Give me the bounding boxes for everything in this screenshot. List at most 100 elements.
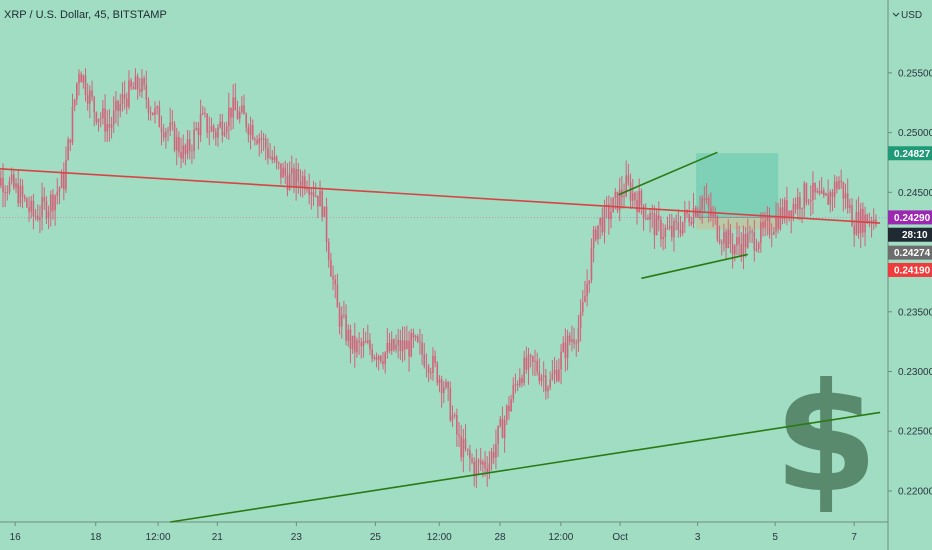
candle-body: [4, 192, 6, 194]
candle-body: [178, 136, 180, 153]
candle-body: [529, 355, 532, 357]
candle-body: [599, 217, 601, 226]
candle-body: [671, 226, 673, 238]
candle-body: [527, 355, 530, 370]
candle-body: [128, 80, 130, 107]
candle-body: [853, 226, 855, 235]
candle-body: [551, 374, 554, 380]
candle-body: [501, 418, 504, 438]
candle-body: [325, 206, 328, 243]
dollar-sign-icon: $: [774, 352, 878, 526]
candle-body: [738, 237, 740, 245]
candle-body: [464, 438, 467, 449]
candle-body: [117, 100, 119, 112]
candle-body: [642, 205, 645, 219]
time-tick-label: 21: [212, 532, 224, 543]
channel-lower[interactable]: [641, 253, 748, 280]
candle-body: [581, 301, 584, 313]
candle-body: [579, 312, 582, 328]
candle-body: [139, 89, 141, 92]
currency-selector[interactable]: USD: [892, 10, 922, 21]
candle-body: [460, 436, 462, 458]
candle-body: [82, 75, 85, 83]
countdown-price-tag: [888, 227, 932, 242]
candle-body: [397, 340, 399, 345]
price-tick-label: 0.23000: [898, 367, 932, 378]
candle-body: [65, 159, 67, 190]
candle-body: [857, 212, 860, 234]
candle-body: [568, 335, 571, 342]
candle-body: [188, 139, 191, 151]
candle-body: [425, 366, 428, 368]
candle-body: [851, 205, 853, 227]
candle-body: [10, 174, 13, 181]
candle-body: [573, 339, 575, 344]
candle-body: [862, 208, 864, 233]
dollar-sign-glyph: $: [774, 352, 878, 526]
candle-body: [714, 214, 717, 217]
candle-body: [327, 242, 330, 261]
target-zone[interactable]: [696, 153, 779, 218]
candle-body: [684, 210, 686, 222]
candle-body: [736, 237, 738, 246]
candle-body: [651, 213, 654, 215]
target-price-tag: [888, 146, 932, 161]
candle-body: [770, 234, 773, 236]
candle-body: [206, 113, 208, 133]
candle-body: [204, 112, 206, 114]
resistance-trendline[interactable]: [0, 167, 881, 224]
candle-body: [99, 117, 102, 119]
candle-body: [649, 213, 651, 220]
candle-body: [375, 356, 378, 360]
candle-body: [445, 382, 447, 388]
candle-body: [312, 192, 315, 197]
candle-body: [336, 284, 339, 308]
trend-lines[interactable]: [0, 151, 881, 523]
candle-body: [820, 190, 823, 194]
candle-body: [809, 199, 812, 202]
candle-body: [764, 220, 766, 228]
candle-body: [184, 145, 187, 155]
candle-body: [510, 399, 512, 412]
candle-body: [623, 196, 625, 198]
candle-body: [245, 114, 247, 128]
channel-upper[interactable]: [618, 151, 718, 196]
time-tick-label: 25: [370, 532, 382, 543]
candle-body: [167, 130, 169, 132]
candle-body: [353, 335, 356, 353]
time-tick-label: 12:00: [548, 532, 573, 543]
previous-price-label: 0.24274: [894, 248, 931, 259]
candle-body: [453, 415, 456, 417]
candle-body: [742, 233, 745, 256]
candle-body: [256, 140, 258, 144]
candle-body: [386, 342, 389, 353]
candle-body: [707, 198, 710, 208]
candle-body: [534, 360, 536, 362]
support-trendline[interactable]: [170, 411, 881, 523]
candle-body: [234, 97, 237, 111]
candle-body: [238, 112, 241, 119]
chart-title: XRP / U.S. Dollar, 45, BITSTAMP: [4, 9, 167, 21]
candle-body: [846, 193, 849, 208]
candle-body: [638, 191, 641, 212]
candle-body: [165, 131, 167, 138]
candle-body: [799, 197, 801, 210]
candle-body: [831, 191, 834, 197]
candle-body: [180, 152, 182, 159]
candle-body: [686, 210, 688, 214]
candle-body: [427, 367, 430, 373]
candle-body: [210, 126, 213, 132]
position-zones[interactable]: [0, 153, 888, 230]
candle-body: [514, 383, 517, 385]
candle-body: [720, 242, 723, 244]
stop-price-tag: [888, 262, 932, 277]
candle-series: [0, 68, 877, 488]
time-axis[interactable]: 16 18 12:00 21 23 25 12:00 28 12:00 Oct 3 5 7: [0, 521, 888, 543]
chevron-down-icon[interactable]: [892, 12, 900, 17]
candle-body: [280, 163, 282, 178]
candle-body: [438, 379, 441, 384]
candle-body: [191, 150, 193, 152]
candle-body: [725, 231, 727, 249]
candle-body: [553, 369, 556, 375]
